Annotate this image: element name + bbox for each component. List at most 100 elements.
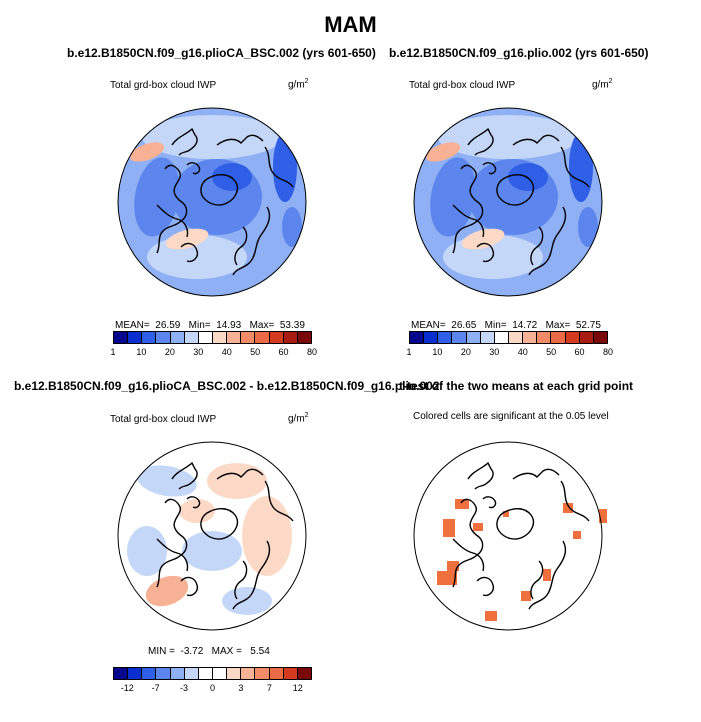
colorbar-box [494, 332, 509, 343]
panel-3-variable: Total grd-box cloud IWP [110, 414, 217, 425]
coastline [156, 498, 188, 588]
colorbar-box [424, 332, 439, 343]
coastline [156, 164, 188, 254]
coastline [476, 242, 495, 263]
colorbar-tick-label: 20 [164, 347, 175, 357]
colorbar-tick-label: 60 [278, 347, 289, 357]
coastline [264, 146, 294, 188]
coastline [156, 204, 189, 238]
panel-2-stats: MEAN= 26.65 Min= 14.72 Max= 52.75 [411, 320, 601, 331]
significant-cell [437, 571, 457, 585]
significant-cell [563, 503, 573, 513]
colorbar-tick-label: 80 [306, 347, 318, 357]
map-boundary [117, 441, 307, 631]
colorbar-box [410, 332, 425, 343]
colorbar-box [508, 332, 524, 343]
coastline [467, 461, 494, 490]
field-region [212, 163, 252, 191]
colorbar-box [579, 332, 594, 343]
coastline [560, 146, 590, 188]
coastline [476, 576, 495, 597]
colorbar-box [438, 332, 453, 343]
colorbar-tick-label: 20 [460, 347, 471, 357]
panel-1-polar-map [117, 107, 307, 297]
colorbar-box [551, 332, 566, 343]
field-region [425, 142, 461, 162]
colorbar-tick-label: 10 [136, 347, 147, 357]
panel-2-colorbar [409, 331, 608, 344]
colorbar-tick-label: 12 [292, 683, 303, 693]
colorbar-box [114, 668, 129, 679]
panel-2-units: g/m2 [592, 78, 613, 91]
coastline [264, 480, 294, 522]
colorbar-box [170, 332, 185, 343]
coastline [452, 538, 485, 572]
colorbar-tick-label: 10 [432, 347, 443, 357]
coastline [452, 164, 484, 254]
panel-2-title: b.e12.B1850CN.f09_g16.plio.002 (yrs 601-… [389, 46, 649, 60]
significant-cell [521, 591, 531, 601]
field-region [137, 465, 197, 497]
coastlines [156, 461, 294, 610]
colorbar-box [283, 668, 298, 679]
significant-cell [473, 523, 483, 531]
significant-cell [543, 569, 551, 581]
colorbar-tick-label: 3 [238, 683, 244, 693]
field [414, 108, 602, 296]
colorbar-tick-label: 7 [266, 683, 272, 693]
coastline [512, 134, 560, 146]
colorbar-tick-label: -7 [151, 683, 160, 693]
colorbar-box [184, 332, 199, 343]
colorbar-box [128, 668, 143, 679]
colorbar-tick-label: 60 [574, 347, 585, 357]
colorbar-box [198, 668, 213, 679]
coastlines [452, 127, 590, 276]
significant-cell [443, 519, 455, 537]
coastline [482, 496, 497, 509]
colorbar-tick-label: 30 [489, 347, 500, 357]
panel-1-title: b.e12.B1850CN.f09_g16.plioCA_BSC.002 (yr… [67, 46, 376, 60]
colorbar-tick-label: 80 [602, 347, 614, 357]
coastline [528, 206, 567, 276]
colorbar-box [212, 332, 228, 343]
coastline [452, 498, 484, 588]
colorbar-box [212, 668, 228, 679]
significant-cell [447, 561, 459, 571]
panel-3-stats: MIN = -3.72 MAX = 5.54 [148, 646, 270, 657]
figure-title: MAM [324, 12, 377, 37]
coastline [452, 204, 485, 238]
significant-cell [573, 531, 581, 539]
panel-4-title: t-test of the two means at each grid poi… [399, 379, 634, 393]
coastlines [452, 461, 590, 610]
colorbar-box [255, 668, 270, 679]
colorbar-box [156, 332, 171, 343]
colorbar-tick-label: 40 [221, 347, 232, 357]
field-region [222, 587, 272, 615]
colorbar-box [297, 332, 311, 343]
coastline [467, 127, 494, 156]
colorbar-box [241, 332, 256, 343]
colorbar-box [198, 332, 213, 343]
panel-2-polar-map [413, 107, 603, 297]
coastline [200, 174, 239, 206]
panel-4-significance-map [413, 441, 607, 631]
colorbar-box [480, 332, 495, 343]
colorbar-box [593, 332, 607, 343]
colorbar-box [523, 332, 538, 343]
colorbar-box [184, 668, 199, 679]
field-region [438, 115, 578, 159]
colorbar-box [227, 668, 242, 679]
map-boundary [117, 107, 307, 297]
coastline [528, 540, 567, 610]
colorbar-box [142, 668, 157, 679]
colorbar-tick-label: 40 [517, 347, 528, 357]
panel-4-subtitle: Colored cells are significant at the 0.0… [413, 411, 609, 422]
panel-1-variable: Total grd-box cloud IWP [110, 80, 217, 91]
map-boundary [413, 107, 603, 297]
colorbar-tick-label: -12 [120, 683, 134, 693]
colorbar-box [297, 668, 311, 679]
coastline [216, 134, 264, 146]
coastline [200, 508, 239, 540]
coastline [496, 174, 535, 206]
colorbar-box [269, 668, 284, 679]
